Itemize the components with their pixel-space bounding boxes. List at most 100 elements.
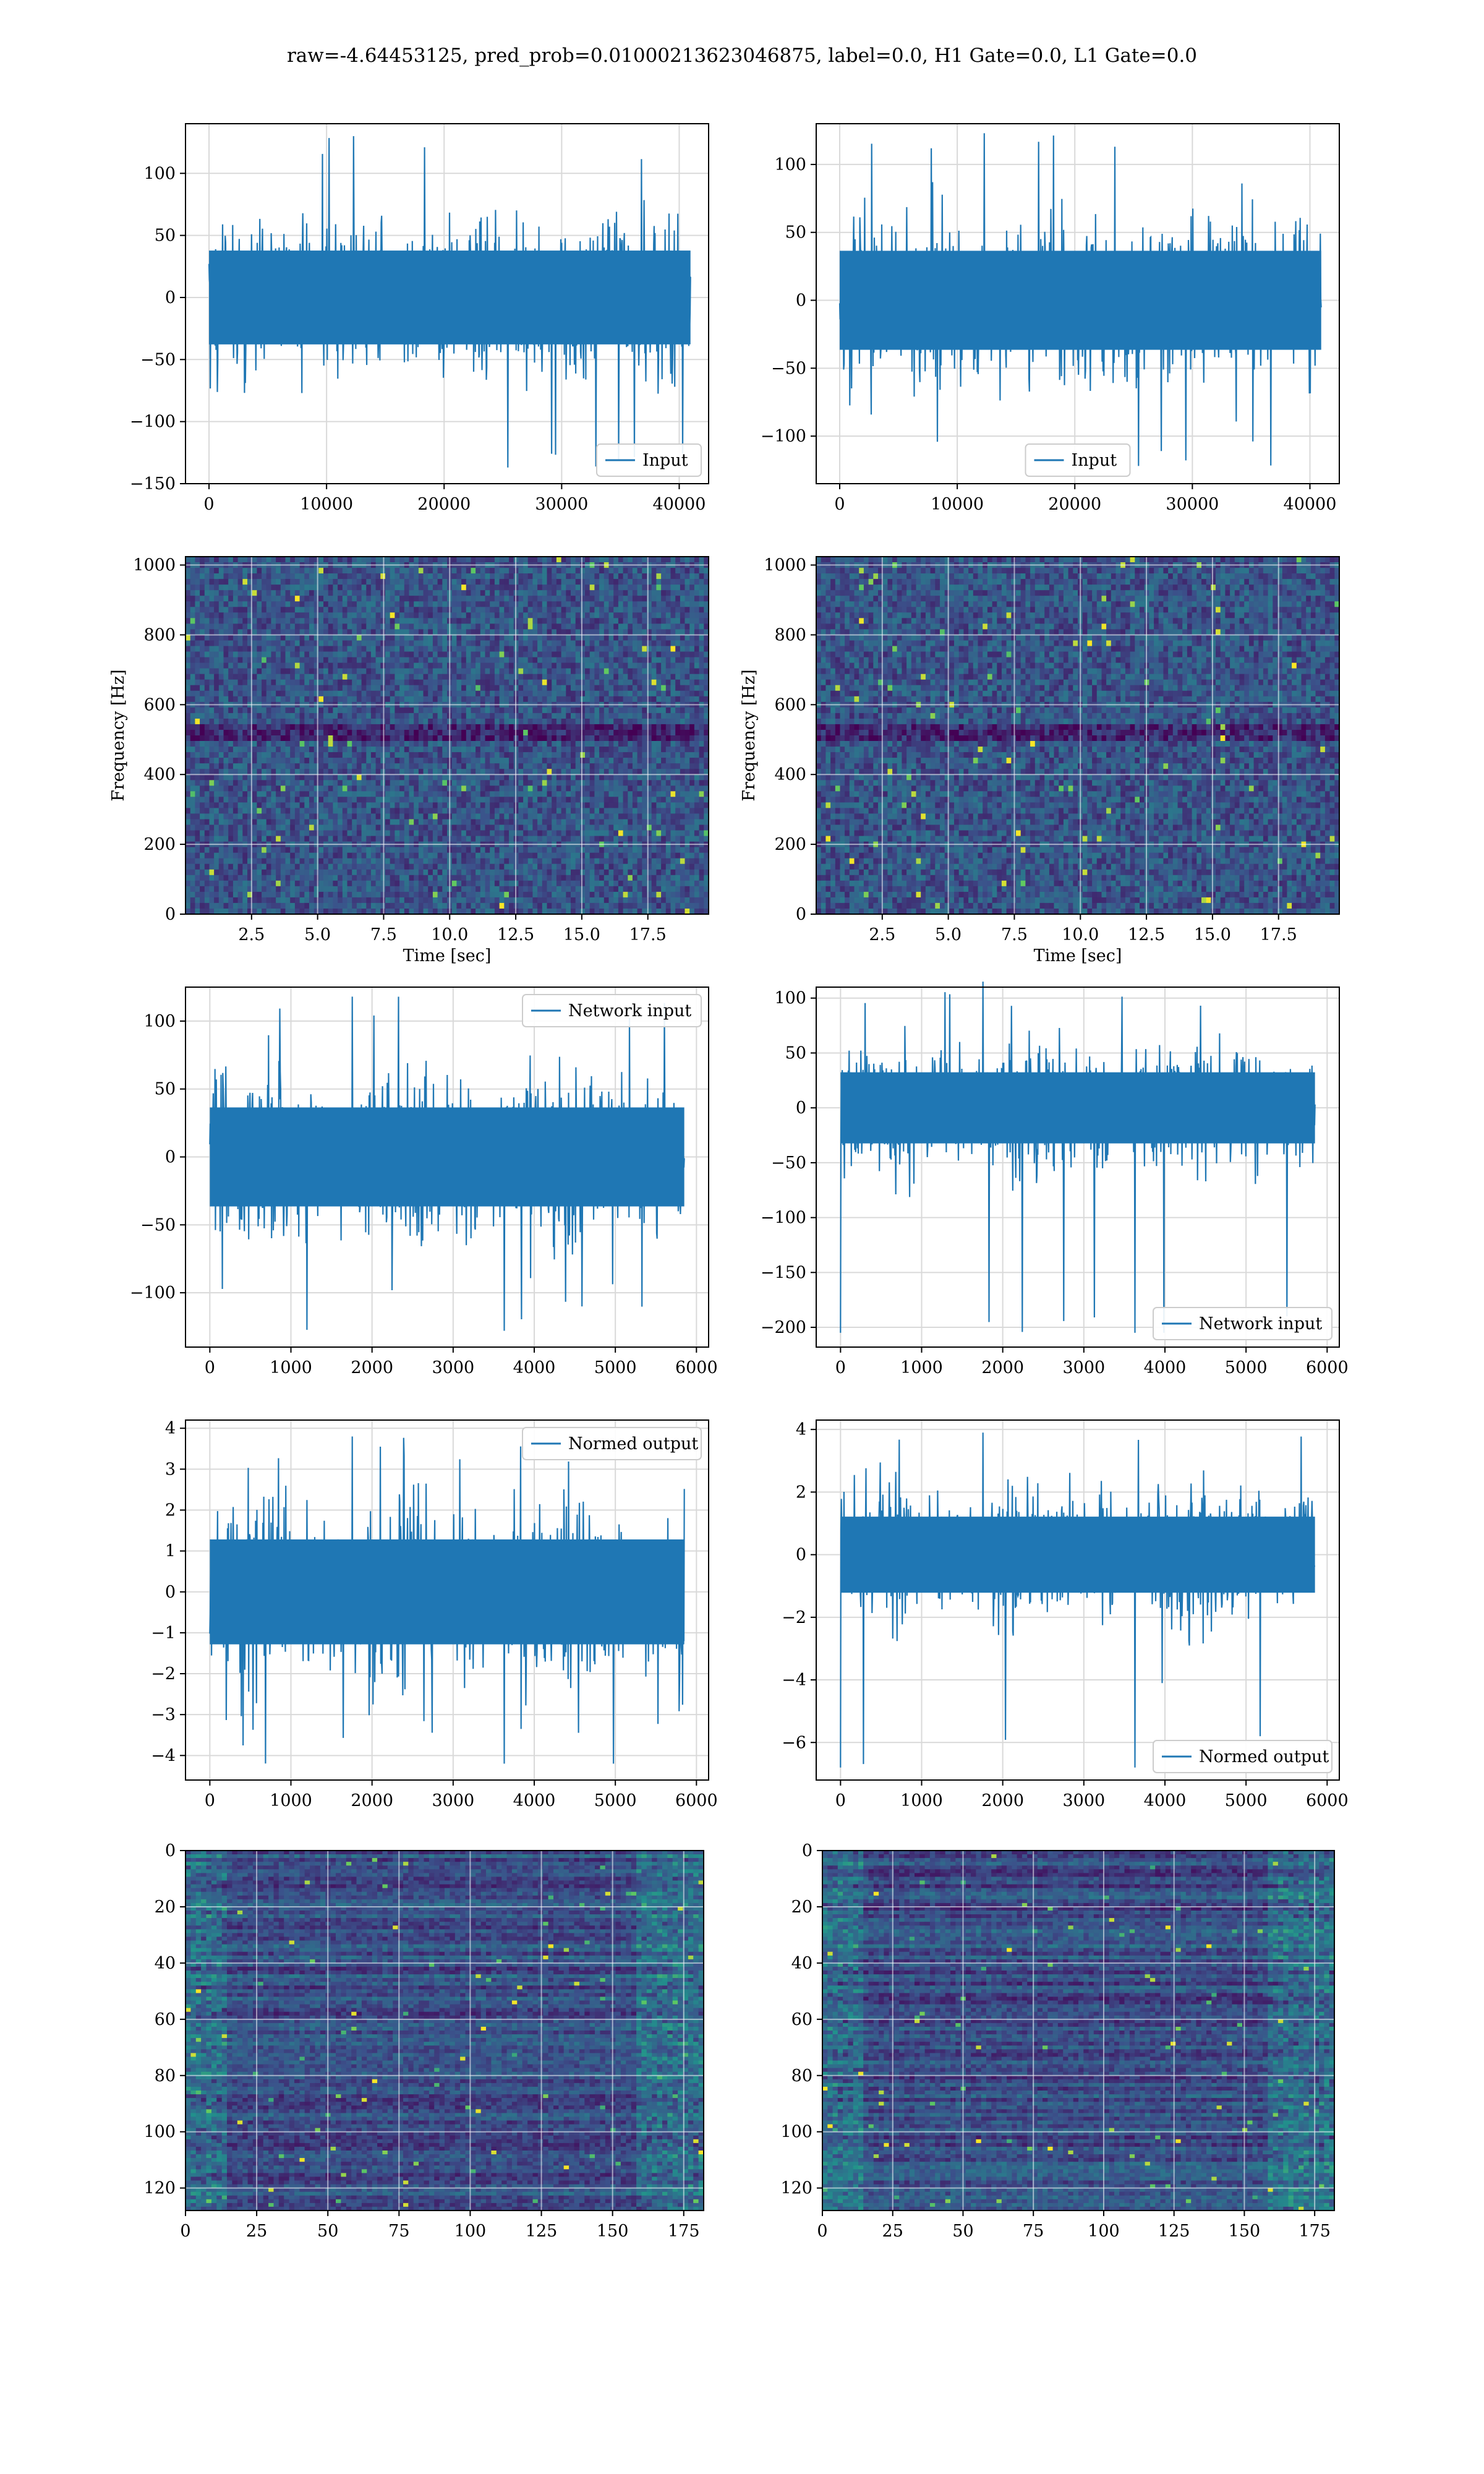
heatmap-cell — [552, 663, 556, 669]
heatmap-cell — [262, 663, 267, 669]
heatmap-cell — [461, 763, 466, 769]
heatmap-cell — [675, 641, 680, 647]
heatmap-cell — [504, 685, 509, 691]
heatmap-cell — [532, 763, 537, 769]
heatmap-cell — [537, 730, 542, 736]
heatmap-cell — [399, 719, 404, 725]
heatmap-cell — [638, 584, 642, 591]
heatmap-cell — [694, 641, 699, 647]
heatmap-cell — [286, 735, 291, 742]
heatmap-cell — [433, 719, 438, 725]
heatmap-cell — [281, 735, 286, 742]
heatmap-cell — [675, 652, 680, 658]
heatmap-cell — [362, 724, 367, 730]
heatmap-cell — [328, 657, 333, 664]
heatmap-cell — [318, 763, 323, 769]
heatmap-cell — [594, 735, 599, 742]
heatmap-cell — [537, 618, 542, 624]
heatmap-cell — [561, 623, 566, 630]
heatmap-cell — [590, 657, 595, 664]
heatmap-cell — [471, 618, 476, 624]
heatmap-cell — [414, 641, 419, 647]
heatmap-cell — [328, 719, 333, 725]
heatmap-cell — [267, 674, 271, 680]
heatmap-cell — [456, 708, 461, 714]
heatmap-cell — [338, 557, 343, 563]
heatmap-cell — [300, 735, 305, 742]
heatmap-cell — [475, 612, 480, 618]
heatmap-cell — [509, 584, 514, 591]
heatmap-cell — [276, 618, 281, 624]
heatmap-cell — [628, 747, 633, 753]
heatmap-cell — [590, 568, 595, 574]
heatmap-cell — [352, 752, 357, 758]
heatmap-cell — [438, 601, 443, 607]
x-tick-label: 0 — [834, 495, 845, 514]
heatmap-cell — [314, 696, 319, 703]
heatmap-cell — [333, 680, 338, 686]
heatmap-cell — [233, 657, 238, 664]
heatmap-cell — [376, 747, 381, 753]
heatmap-cell — [252, 607, 257, 613]
heatmap-cell — [556, 708, 561, 714]
heatmap-cell — [414, 557, 419, 563]
heatmap-cell — [262, 724, 267, 730]
heatmap-cell — [571, 758, 576, 764]
heatmap-cell — [224, 635, 229, 641]
heatmap-cell — [604, 635, 609, 641]
heatmap-cell — [376, 724, 381, 730]
heatmap-cell — [390, 674, 395, 680]
heatmap-cell — [585, 596, 590, 602]
heatmap-cell — [504, 618, 509, 624]
heatmap-cell — [394, 557, 399, 563]
heatmap-cell — [357, 691, 362, 697]
heatmap-cell — [594, 752, 599, 758]
heatmap-cell — [195, 730, 200, 736]
heatmap-cell — [343, 735, 348, 742]
heatmap-cell — [642, 607, 647, 613]
heatmap-cell — [656, 652, 661, 658]
heatmap-cell — [509, 557, 514, 563]
heatmap-cell — [385, 680, 390, 686]
figure-title: raw=-4.64453125, pred_prob=0.01000213623… — [287, 45, 1197, 67]
heatmap-cell — [694, 601, 699, 607]
heatmap-cell — [424, 724, 429, 730]
heatmap-cell — [680, 601, 685, 607]
heatmap-cell — [419, 719, 424, 725]
heatmap-cell — [190, 568, 195, 574]
heatmap-cell — [532, 741, 537, 747]
heatmap-cell — [309, 607, 314, 613]
heatmap-cell — [490, 663, 495, 669]
heatmap-cell — [371, 730, 376, 736]
heatmap-cell — [532, 730, 537, 736]
heatmap-cell — [628, 652, 633, 658]
heatmap-cell — [224, 680, 229, 686]
heatmap-cell — [532, 735, 537, 742]
heatmap-cell — [456, 652, 461, 658]
heatmap-cell — [419, 696, 424, 703]
heatmap-cell — [238, 763, 243, 769]
heatmap-cell — [537, 663, 542, 669]
heatmap-cell — [200, 557, 205, 563]
heatmap-cell — [380, 657, 385, 664]
heatmap-cell — [656, 680, 661, 686]
heatmap-cell — [366, 752, 371, 758]
heatmap-cell — [271, 641, 276, 647]
heatmap-cell — [300, 713, 305, 719]
heatmap-cell — [414, 568, 419, 574]
heatmap-cell — [438, 590, 443, 596]
heatmap-cell — [590, 724, 595, 730]
heatmap-cell — [666, 635, 671, 641]
heatmap-cell — [633, 623, 638, 630]
heatmap-cell — [438, 741, 443, 747]
heatmap-cell — [504, 696, 509, 703]
heatmap-cell — [585, 573, 590, 580]
heatmap-cell — [475, 680, 480, 686]
heatmap-cell — [556, 674, 561, 680]
heatmap-cell — [580, 763, 585, 769]
heatmap-cell — [362, 691, 367, 697]
heatmap-cell — [585, 557, 590, 563]
heatmap-cell — [509, 691, 514, 697]
heatmap-cell — [424, 657, 429, 664]
heatmap-cell — [532, 612, 537, 618]
